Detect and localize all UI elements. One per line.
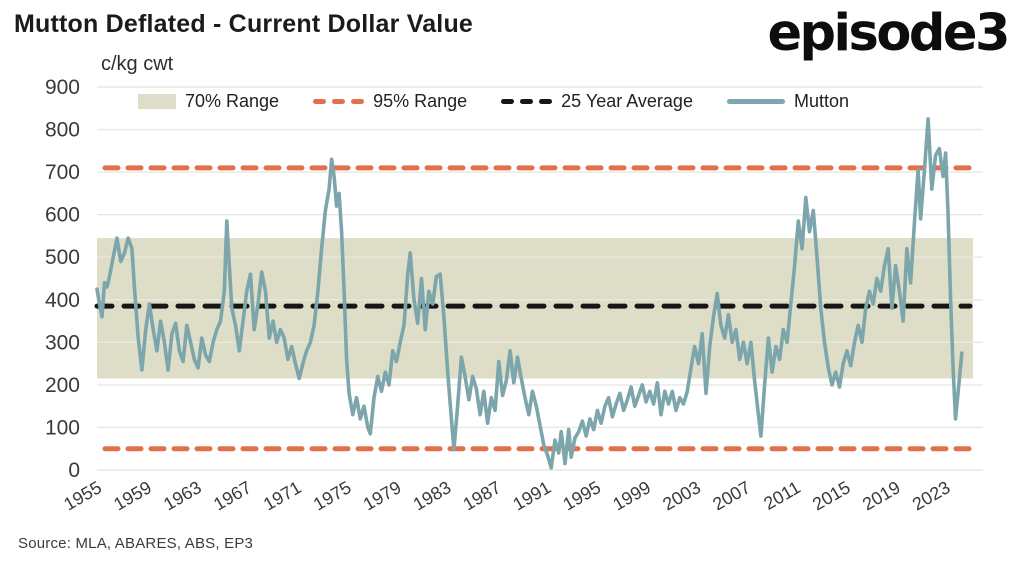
95-range-swatch [313,98,365,104]
svg-text:1963: 1963 [160,477,205,514]
svg-text:300: 300 [45,331,80,354]
svg-text:400: 400 [45,289,80,312]
legend-item-95-range: 95% Range [313,91,467,112]
svg-text:2011: 2011 [760,477,804,514]
svg-text:1967: 1967 [210,477,255,514]
svg-text:1991: 1991 [510,477,555,514]
svg-text:900: 900 [45,76,80,99]
legend-item-70-range: 70% Range [138,91,279,112]
svg-text:0: 0 [68,459,80,482]
svg-text:2007: 2007 [709,477,754,514]
page-title: Mutton Deflated - Current Dollar Value [14,10,474,38]
svg-text:1999: 1999 [609,477,654,514]
svg-text:1955: 1955 [60,477,105,514]
source-note: Source: MLA, ABARES, ABS, EP3 [18,535,254,552]
x-axis-labels: 1955 1959 1963 1967 1971 1975 1979 1983 1987 1991… [60,477,953,514]
svg-text:1987: 1987 [460,477,505,514]
svg-text:200: 200 [45,374,80,397]
y-axis-labels: 0 100 200 300 400 500 600 700 800 900 [45,76,80,482]
svg-text:2023: 2023 [909,477,954,514]
svg-text:1971: 1971 [260,477,305,514]
episode3-logo: episode3 [767,4,1010,63]
legend-label-70-range: 70% Range [185,90,280,111]
svg-text:700: 700 [45,161,80,184]
svg-text:1995: 1995 [559,477,604,514]
mutton-series-line [95,117,964,470]
svg-text:2015: 2015 [809,477,854,514]
mutton-series-swatch [726,98,785,104]
legend-item-mutton: Mutton [726,90,849,112]
svg-text:1975: 1975 [310,477,355,514]
legend-label-mutton: Mutton [793,90,849,111]
y-gridlines [97,86,983,471]
svg-text:1979: 1979 [360,477,405,514]
legend-label-25-year-average: 25 Year Average [561,90,693,111]
legend-label-95-range: 95% Range [373,90,468,111]
svg-text:500: 500 [45,246,80,269]
svg-text:1959: 1959 [110,477,155,514]
25-year-average-swatch [501,98,553,104]
svg-text:600: 600 [45,204,80,227]
y-axis-unit-label: c/kg cwt [101,53,174,75]
svg-text:800: 800 [45,119,80,142]
70-range-swatch [138,93,176,109]
svg-text:1983: 1983 [410,477,455,514]
svg-text:2003: 2003 [659,477,704,514]
svg-text:100: 100 [45,416,80,439]
svg-text:2019: 2019 [859,477,904,514]
legend-item-25-year-average: 25 Year Average [501,91,693,112]
chart-legend: 70% Range 95% Range 25 Year Average Mutt… [138,90,849,112]
